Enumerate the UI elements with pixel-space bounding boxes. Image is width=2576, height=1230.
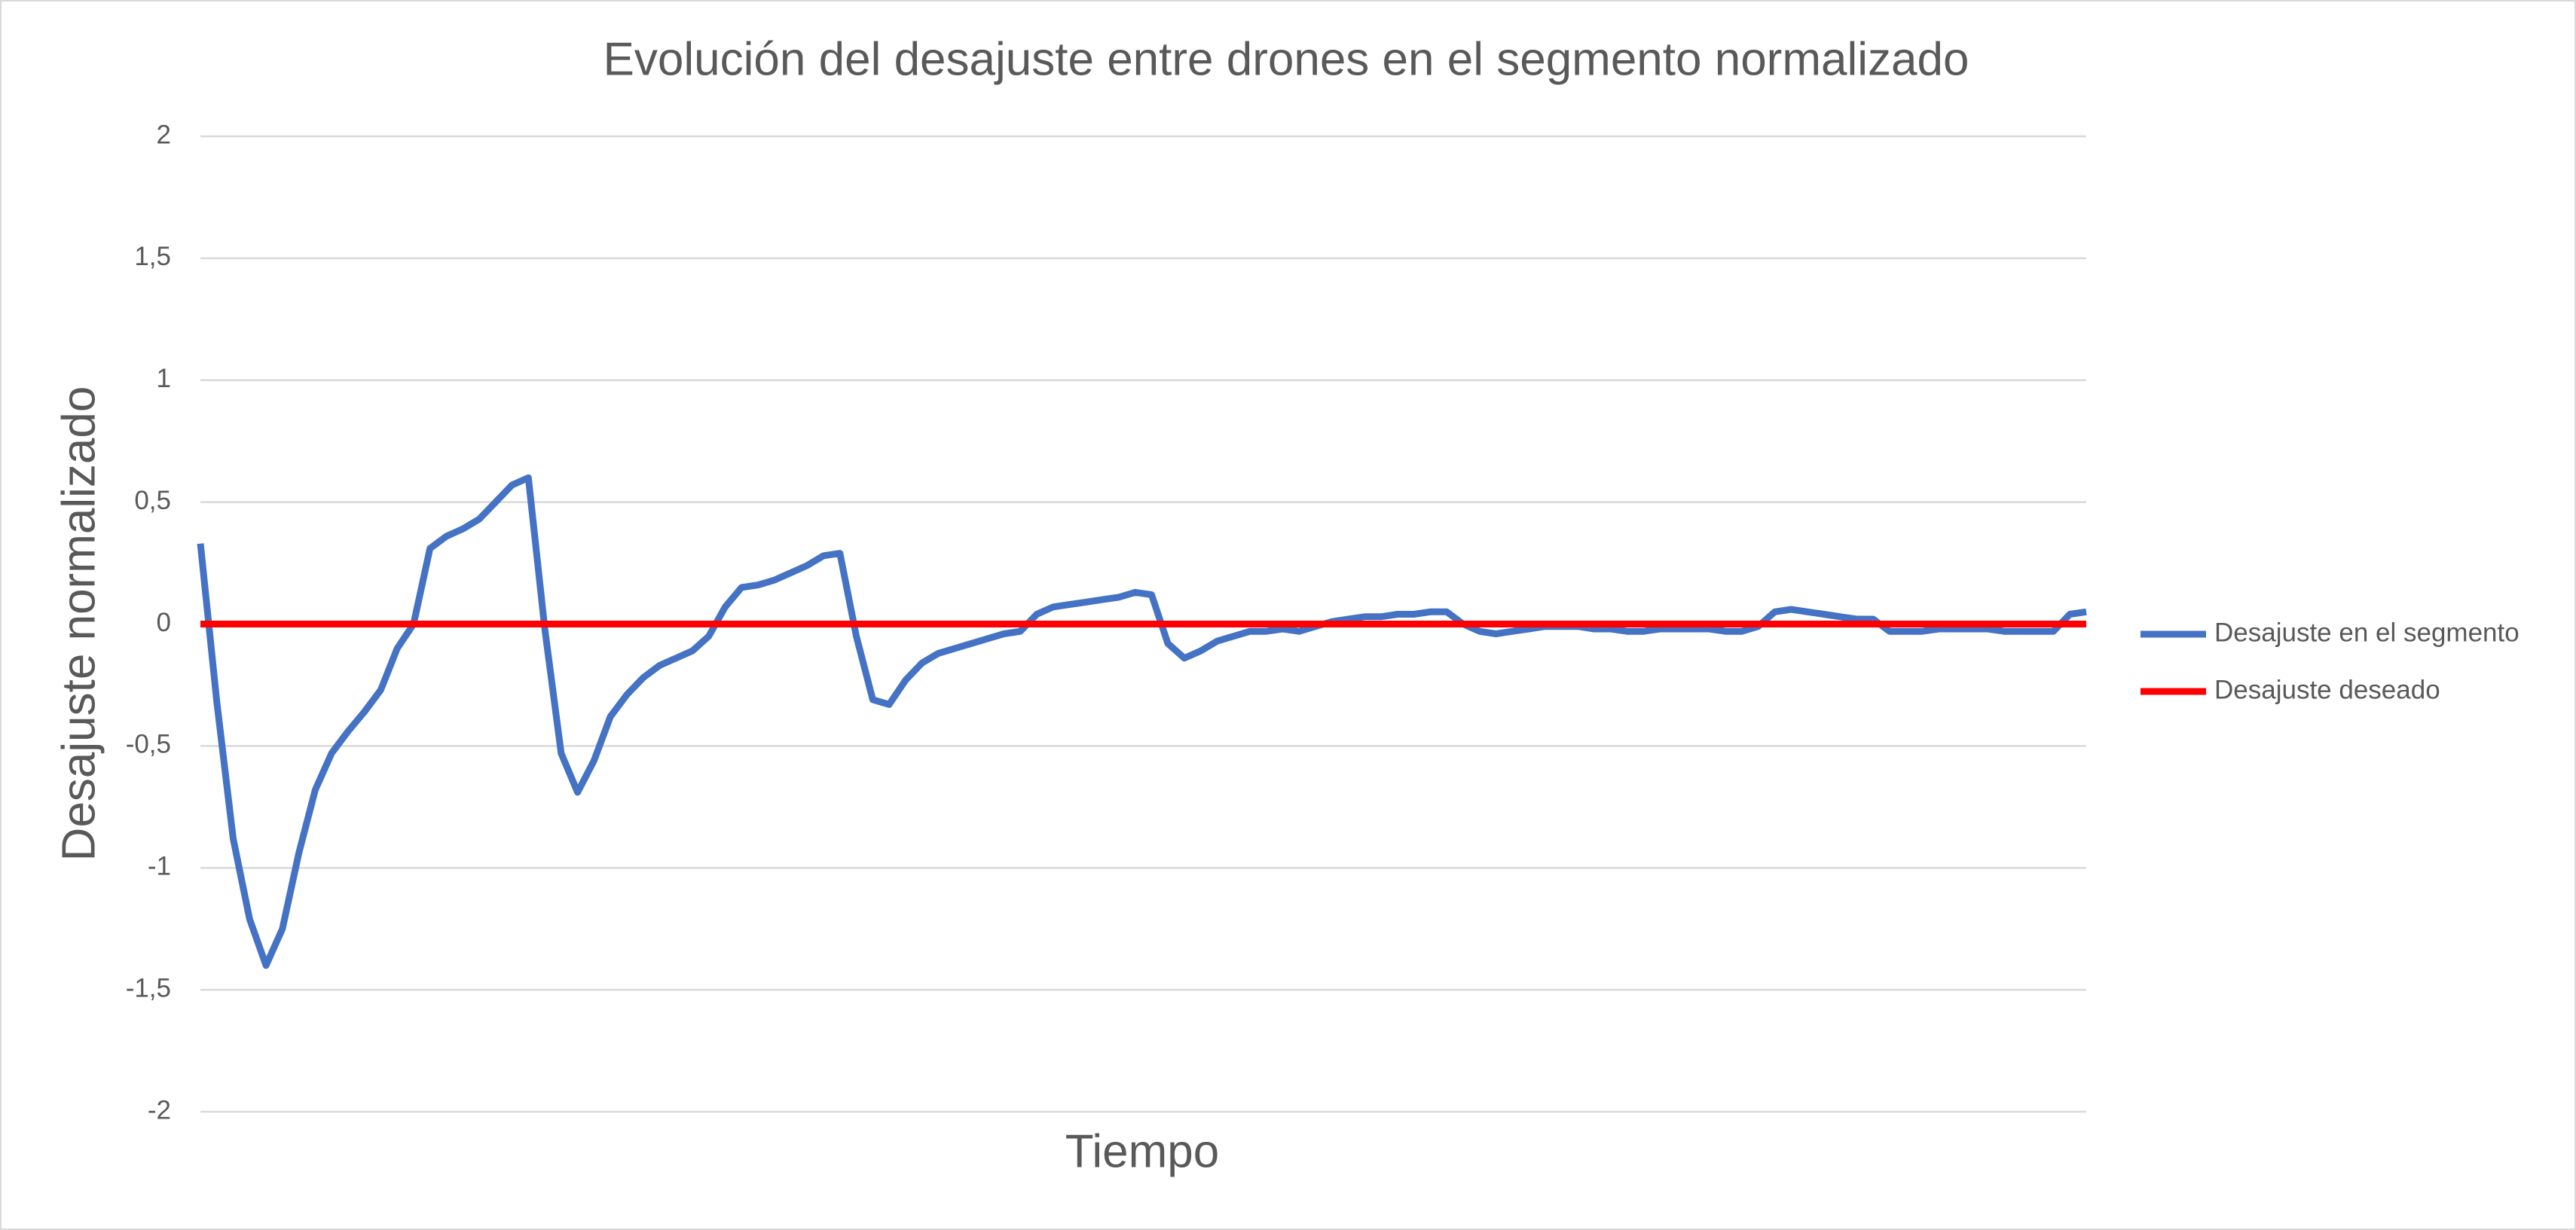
- y-tick-label: 0,5: [134, 486, 171, 515]
- y-tick-label: 1,5: [134, 242, 171, 271]
- x-axis-label: Tiempo: [1065, 1125, 1219, 1177]
- legend-label: Desajuste en el segmento: [2214, 618, 2519, 647]
- y-tick-label: -1,5: [126, 973, 171, 1003]
- chart-title: Evolución del desajuste entre drones en …: [604, 33, 1969, 85]
- y-axis-label: Desajuste normalizado: [53, 386, 105, 862]
- y-tick-label: 0: [157, 608, 171, 637]
- legend-label: Desajuste deseado: [2214, 675, 2440, 704]
- y-tick-label: 1: [157, 364, 171, 393]
- y-tick-label: -1: [148, 852, 171, 881]
- y-tick-label: -0,5: [126, 730, 171, 759]
- y-tick-label: 2: [157, 120, 171, 149]
- data-line: [197, 474, 2087, 969]
- y-tick-label: -2: [148, 1095, 171, 1125]
